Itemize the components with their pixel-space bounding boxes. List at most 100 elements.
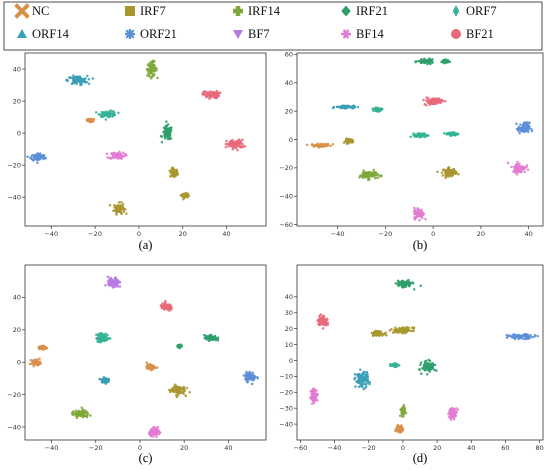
plot-frame	[24, 264, 267, 441]
x-tick-label: 40	[467, 444, 475, 452]
data-point	[379, 332, 382, 335]
data-point	[166, 137, 170, 141]
data-point	[385, 333, 388, 337]
data-point	[182, 385, 186, 389]
legend-marker-bf21	[451, 29, 461, 39]
data-point	[75, 416, 79, 420]
y-tick-label: −20	[279, 389, 293, 397]
data-point	[311, 393, 314, 397]
data-point	[429, 363, 433, 367]
data-point	[320, 321, 323, 324]
x-tick-label: 0	[138, 444, 142, 452]
legend-entry-orf7: ORF7	[452, 4, 497, 18]
data-point	[364, 382, 368, 386]
data-point	[311, 391, 315, 395]
data-point	[104, 283, 107, 287]
data-point	[214, 338, 218, 342]
data-point	[98, 341, 102, 344]
data-point	[311, 398, 314, 401]
data-point	[165, 131, 168, 134]
legend-entry-irf21: IRF21	[341, 4, 388, 18]
data-point	[108, 204, 112, 207]
point-group	[28, 275, 259, 438]
data-point	[252, 378, 256, 381]
data-point	[149, 65, 152, 69]
legend-label: BF14	[356, 27, 385, 41]
cluster-nc	[28, 357, 42, 368]
data-point	[311, 143, 315, 147]
legend-label: BF21	[466, 27, 494, 41]
data-point	[428, 57, 431, 60]
data-point	[75, 414, 79, 418]
data-point	[437, 97, 441, 100]
data-point	[440, 171, 444, 174]
x-tick-label: 80	[535, 444, 543, 452]
data-point	[36, 157, 40, 161]
data-point	[363, 174, 366, 177]
data-point	[452, 167, 455, 171]
x-tick-label: 20	[477, 230, 485, 238]
data-point	[243, 145, 246, 148]
data-point	[239, 140, 242, 143]
data-point	[425, 134, 428, 137]
x-tick-label: −20	[362, 444, 376, 452]
data-point	[399, 429, 403, 433]
data-point	[434, 97, 438, 100]
data-point	[412, 327, 416, 330]
data-point	[107, 280, 111, 284]
data-point	[105, 338, 108, 342]
data-point	[175, 394, 178, 397]
data-point	[322, 316, 326, 320]
data-point	[523, 333, 526, 336]
data-point	[418, 368, 421, 372]
data-point	[326, 143, 330, 147]
data-point	[447, 168, 450, 172]
data-point	[443, 100, 447, 103]
y-tick-label: 20	[285, 107, 293, 115]
x-tick-label: 20	[179, 230, 187, 238]
data-point	[369, 172, 373, 175]
data-point	[153, 69, 157, 73]
data-point	[442, 61, 445, 64]
data-point	[526, 123, 530, 126]
data-point	[167, 306, 171, 309]
data-point	[343, 106, 347, 110]
legend-marker-orf14	[17, 29, 27, 38]
data-point	[346, 104, 350, 108]
x-tick-label: 0	[431, 230, 435, 238]
data-point	[421, 59, 425, 62]
cluster-bf7	[104, 275, 122, 289]
data-point	[359, 368, 362, 372]
data-point	[118, 150, 121, 154]
data-point	[308, 396, 312, 400]
data-point	[524, 337, 528, 341]
data-point	[404, 280, 408, 284]
data-point	[399, 329, 402, 333]
cluster-bf21	[224, 138, 247, 152]
data-point	[314, 396, 318, 399]
data-point	[510, 165, 513, 169]
data-point	[215, 89, 219, 93]
data-point	[450, 173, 454, 177]
cluster-nc	[85, 117, 95, 124]
cluster-irf14	[145, 59, 159, 80]
y-tick-label: 60	[285, 51, 293, 59]
legend-entry-bf7: BF7	[233, 27, 270, 41]
data-point	[366, 172, 370, 175]
data-point	[168, 127, 171, 130]
data-point	[411, 281, 415, 285]
data-point	[217, 94, 221, 98]
data-point	[427, 60, 430, 63]
data-point	[317, 319, 320, 323]
data-point	[345, 139, 348, 142]
data-point	[82, 411, 86, 414]
legend-entry-orf21: ORF21	[125, 27, 177, 41]
data-point	[422, 363, 426, 367]
data-point	[365, 370, 369, 374]
data-point	[42, 157, 45, 161]
data-point	[392, 364, 396, 368]
data-point	[519, 126, 523, 130]
data-point	[118, 285, 122, 288]
cluster-bf14	[447, 406, 460, 421]
data-point	[206, 336, 210, 339]
